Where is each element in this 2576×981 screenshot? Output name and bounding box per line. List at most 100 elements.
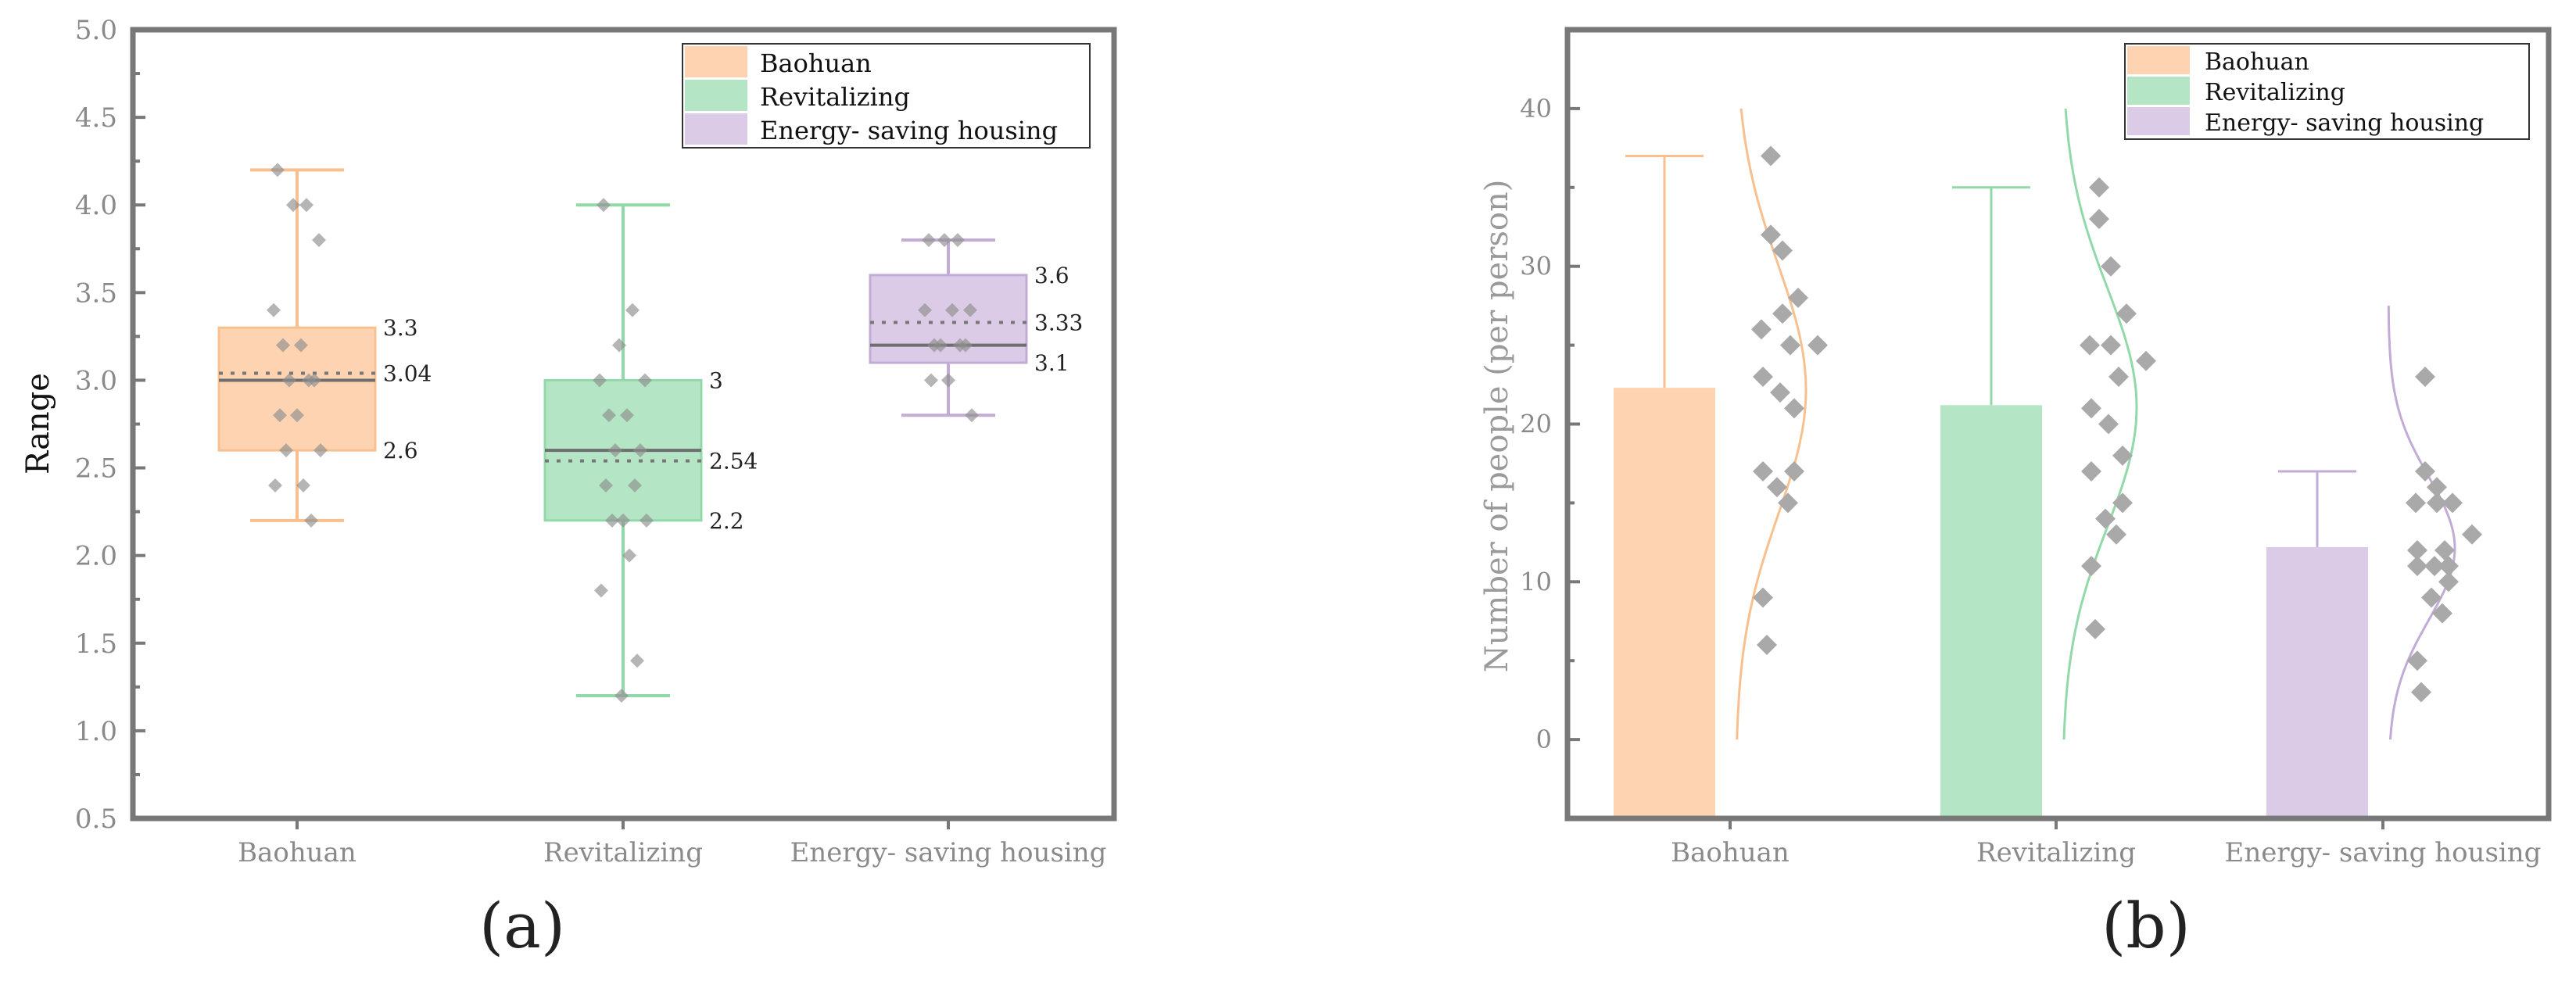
panel-a-data-point <box>296 478 310 492</box>
panel-a-label-mean: 2.54 <box>709 449 758 474</box>
panel-b-data-point <box>2442 492 2463 514</box>
panel-b-legend-label-baohuan: Baohuan <box>2205 48 2309 76</box>
panel-a-data-point <box>640 513 654 528</box>
panel-b-data-point <box>2427 477 2447 498</box>
panel-b-data-point <box>2421 587 2442 608</box>
panel-a-ytick-label: 0.5 <box>75 804 117 835</box>
panel-a-ytick-label: 2.5 <box>75 453 117 485</box>
panel-b-data-point <box>2095 508 2116 529</box>
panel-a-label: (a) <box>479 890 565 962</box>
panel-b-data-point <box>2116 303 2137 324</box>
panel-b-data-point <box>1753 587 1773 608</box>
panel-a-ytick-label: 5.0 <box>75 15 117 46</box>
panel-a-data-point <box>941 373 955 388</box>
panel-b-data-point <box>1772 303 1793 324</box>
panel-a-label-q3: 3 <box>709 367 723 393</box>
panel-b-label: (b) <box>2101 890 2191 962</box>
panel-b-data-point <box>2407 539 2427 560</box>
panel-b-legend-label-energy: Energy- saving housing <box>2205 109 2484 137</box>
panel-a-box-group-baohuan: 3.3 3.04 2.6 <box>217 163 432 528</box>
panel-a-data-point <box>599 478 613 492</box>
panel-b-data-point <box>2081 556 2101 577</box>
panel-b-data-point <box>2462 524 2482 545</box>
panel-b-data-point <box>2081 398 2101 419</box>
panel-b-xtick-label-energy-saving-housing: Energy- saving housing <box>2225 837 2542 868</box>
panel-a-legend-swatch-baohuan <box>685 46 747 77</box>
panel-b-data-point <box>1761 145 1781 166</box>
panel-a-label-q3: 3.6 <box>1034 263 1069 288</box>
panel-a-data-point <box>614 689 629 704</box>
panel-b-data-point <box>2112 445 2133 466</box>
panel-a-ytick-label: 1.0 <box>75 716 117 747</box>
panel-b-data-point <box>1761 224 1781 245</box>
panel-a-data-point <box>630 653 644 668</box>
panel-b-bar <box>1940 405 2042 816</box>
panel-b-data-point <box>2407 650 2427 671</box>
panel-a-data-point <box>286 198 300 213</box>
panel-a-data-point <box>593 373 607 388</box>
panel-b-ylabel: Number of people (per person) <box>1479 180 1515 673</box>
panel-b-bar <box>2266 546 2368 816</box>
panel-a-data-point <box>937 233 951 248</box>
panel-a-data-point <box>620 408 634 423</box>
panel-a-legend-label-revitalizing: Revitalizing <box>760 82 910 112</box>
panel-b-data-point <box>2085 618 2105 639</box>
panel-a-data-point <box>922 233 936 248</box>
panel-b-data-point <box>2438 571 2459 593</box>
panel-a-label-q1: 3.1 <box>1034 350 1069 376</box>
panel-b-data-point <box>2108 366 2129 387</box>
panel-a-legend-label-energy: Energy- saving housing <box>760 116 1058 145</box>
panel-b-xtick-label-baohuan: Baohuan <box>1671 837 1790 868</box>
panel-a-xtick-label-revitalizing: Revitalizing <box>543 837 703 868</box>
panel-b-group-baohuan <box>1614 108 1828 816</box>
panel-b-data-point <box>2415 366 2435 387</box>
panel-b-legend: Baohuan Revitalizing Energy- saving hous… <box>2124 43 2530 140</box>
panel-a-box-group-energy-saving-housing: 3.6 3.33 3.1 <box>869 233 1083 423</box>
panel-a-data-point <box>963 303 977 317</box>
panel-b-data-point <box>2427 492 2447 514</box>
panel-b-data-point <box>2407 556 2427 577</box>
panel-b: 0 10 20 30 40 Baohuan Revitalizing Energy- savi… <box>1479 27 2552 962</box>
panel-a-data-point <box>628 478 642 492</box>
panel-a-ytick-label: 2.0 <box>75 541 117 572</box>
panel-a-data-point <box>965 408 979 423</box>
panel-a-ytick-label: 4.5 <box>75 102 117 134</box>
panel-a: 3.3 3.04 2.6 3 2.54 2.2 3.6 3.33 3.1 0.5 1.0 1.5 2.… <box>20 15 1117 962</box>
panel-b-bar <box>1614 388 1715 816</box>
panel-b-data-point <box>2089 177 2109 198</box>
panel-a-legend-swatch-revitalizing <box>685 80 747 111</box>
panel-a-box <box>869 274 1028 364</box>
panel-a-data-point <box>273 408 287 423</box>
panel-a-ytick-label: 1.5 <box>75 628 117 660</box>
panel-b-data-point <box>2098 414 2119 435</box>
panel-b-data-point <box>2101 256 2121 277</box>
panel-a-data-point <box>597 198 611 213</box>
panel-b-plot-layer <box>1614 108 2482 816</box>
panel-a-data-point <box>608 443 622 458</box>
panel-a-data-point <box>951 233 965 248</box>
panel-a-xtick-label-baohuan: Baohuan <box>238 837 356 868</box>
panel-a-data-point <box>276 338 290 353</box>
panel-a-data-point <box>633 443 647 458</box>
panel-a-label-q3: 3.3 <box>383 315 418 341</box>
panel-b-xtick-label-revitalizing: Revitalizing <box>1976 837 2136 868</box>
panel-a-data-point <box>312 233 326 248</box>
panel-b-group-revitalizing <box>1940 108 2156 816</box>
panel-a-data-point <box>953 338 967 353</box>
panel-b-group-energy-saving-housing <box>2266 306 2482 816</box>
panel-b-ytick-label: 10 <box>1520 567 1552 596</box>
panel-b-ytick-label: 20 <box>1520 410 1552 439</box>
panel-a-data-point <box>268 478 282 492</box>
panel-b-legend-swatch-revitalizing <box>2127 77 2190 105</box>
panel-a-box-group-revitalizing: 3 2.54 2.2 <box>543 198 758 704</box>
panel-b-distribution-curve <box>2387 306 2456 740</box>
panel-a-ytick-label: 3.0 <box>75 365 117 396</box>
panel-a-data-point <box>612 338 626 353</box>
panel-b-data-point <box>2438 556 2459 577</box>
panel-b-data-point <box>1807 335 1828 356</box>
panel-a-data-point <box>282 373 296 388</box>
panel-b-data-point <box>2136 350 2156 371</box>
panel-a-data-point <box>267 303 281 317</box>
panel-b-legend-swatch-baohuan <box>2127 46 2190 74</box>
panel-b-data-point <box>2434 539 2455 560</box>
